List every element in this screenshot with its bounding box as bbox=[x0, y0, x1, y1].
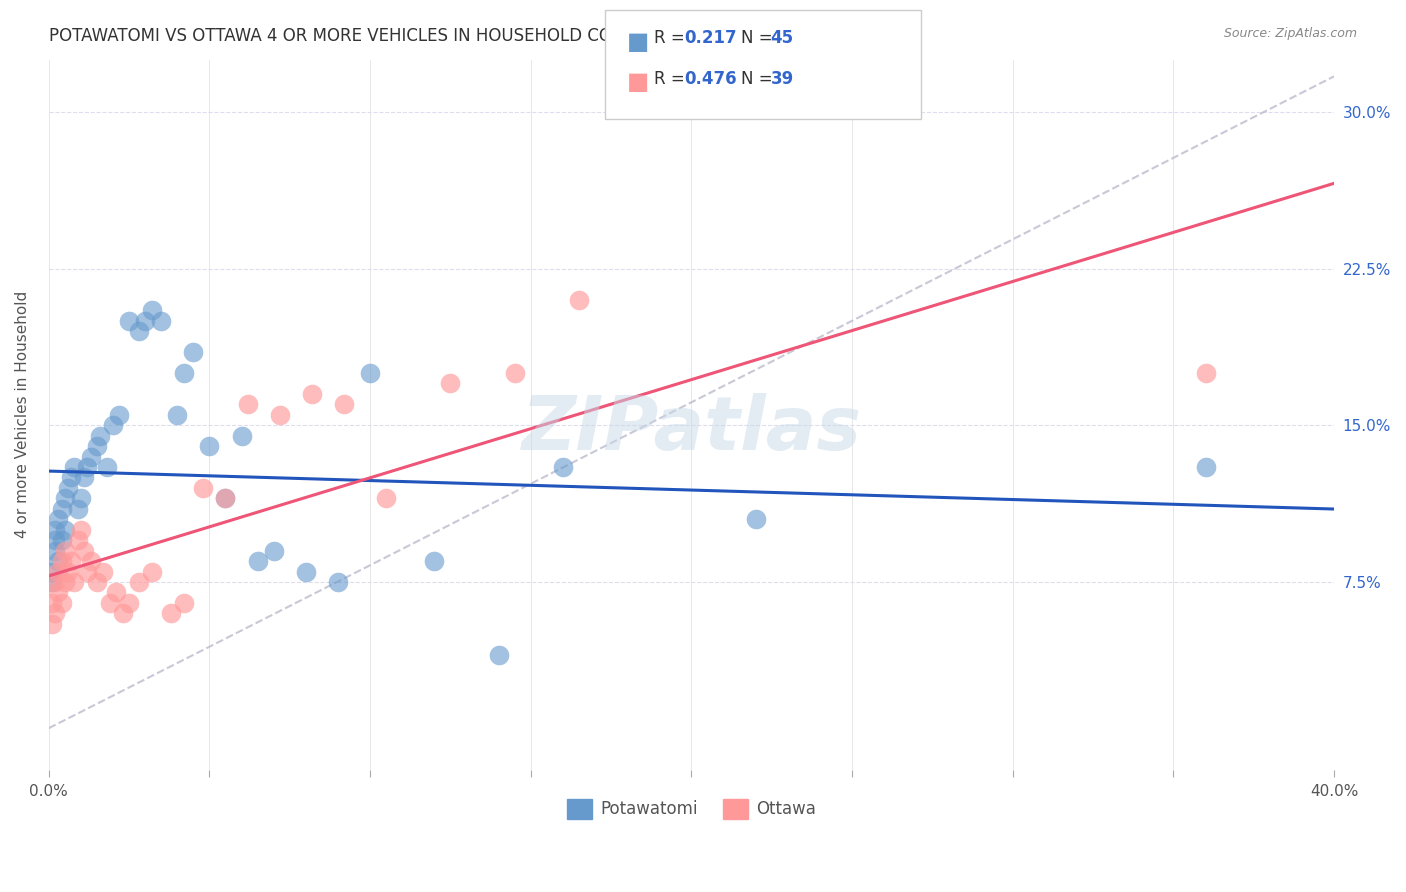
Point bbox=[41, 565, 63, 579]
Point bbox=[73, 543, 96, 558]
Point bbox=[56, 481, 79, 495]
Point bbox=[108, 408, 131, 422]
Point bbox=[128, 324, 150, 338]
Point bbox=[44, 543, 66, 558]
Point bbox=[183, 345, 205, 359]
Point bbox=[105, 585, 128, 599]
Point bbox=[214, 491, 236, 506]
Point bbox=[44, 533, 66, 548]
Text: ■: ■ bbox=[627, 70, 650, 95]
Point bbox=[48, 565, 70, 579]
Point bbox=[295, 565, 318, 579]
Text: 45: 45 bbox=[770, 29, 793, 47]
Text: 39: 39 bbox=[770, 70, 794, 87]
Text: R =: R = bbox=[654, 29, 690, 47]
Point bbox=[53, 543, 76, 558]
Point bbox=[63, 460, 86, 475]
Text: 0.476: 0.476 bbox=[685, 70, 737, 87]
Text: Source: ZipAtlas.com: Source: ZipAtlas.com bbox=[1223, 27, 1357, 40]
Point bbox=[53, 523, 76, 537]
Y-axis label: 4 or more Vehicles in Household: 4 or more Vehicles in Household bbox=[15, 291, 30, 539]
Point bbox=[301, 387, 323, 401]
Point bbox=[51, 554, 73, 568]
Point bbox=[198, 439, 221, 453]
Point bbox=[76, 460, 98, 475]
Point bbox=[51, 501, 73, 516]
Point bbox=[423, 554, 446, 568]
Text: ZIPatlas: ZIPatlas bbox=[522, 392, 862, 466]
Text: POTAWATOMI VS OTTAWA 4 OR MORE VEHICLES IN HOUSEHOLD CORRELATION CHART: POTAWATOMI VS OTTAWA 4 OR MORE VEHICLES … bbox=[49, 27, 768, 45]
Point bbox=[93, 565, 115, 579]
Point bbox=[44, 607, 66, 621]
Point bbox=[333, 397, 356, 411]
Point bbox=[53, 574, 76, 589]
Point bbox=[63, 574, 86, 589]
Point bbox=[214, 491, 236, 506]
Text: N =: N = bbox=[741, 70, 778, 87]
Point bbox=[269, 408, 291, 422]
Point bbox=[51, 596, 73, 610]
Point bbox=[89, 428, 111, 442]
Point bbox=[98, 596, 121, 610]
Point bbox=[551, 460, 574, 475]
Point bbox=[173, 366, 195, 380]
Point bbox=[263, 543, 285, 558]
Point bbox=[1194, 366, 1216, 380]
Point bbox=[86, 439, 108, 453]
Point bbox=[191, 481, 214, 495]
Point bbox=[134, 314, 156, 328]
Point bbox=[745, 512, 768, 526]
Point bbox=[503, 366, 526, 380]
Point bbox=[101, 418, 124, 433]
Point bbox=[48, 512, 70, 526]
Point bbox=[488, 648, 510, 662]
Text: R =: R = bbox=[654, 70, 690, 87]
Legend: Potawatomi, Ottawa: Potawatomi, Ottawa bbox=[560, 792, 823, 826]
Point bbox=[41, 616, 63, 631]
Point bbox=[79, 450, 101, 464]
Point bbox=[44, 574, 66, 589]
Point bbox=[44, 523, 66, 537]
Point bbox=[231, 428, 253, 442]
Point bbox=[150, 314, 173, 328]
Point bbox=[48, 554, 70, 568]
Point bbox=[141, 565, 163, 579]
Point bbox=[236, 397, 259, 411]
Point bbox=[41, 596, 63, 610]
Point bbox=[73, 470, 96, 484]
Point bbox=[160, 607, 183, 621]
Point bbox=[96, 460, 118, 475]
Point bbox=[375, 491, 398, 506]
Point bbox=[326, 574, 349, 589]
Point bbox=[76, 565, 98, 579]
Point bbox=[111, 607, 134, 621]
Point bbox=[86, 574, 108, 589]
Text: ■: ■ bbox=[627, 30, 650, 54]
Point bbox=[166, 408, 188, 422]
Point bbox=[60, 554, 83, 568]
Point bbox=[41, 574, 63, 589]
Point bbox=[359, 366, 381, 380]
Point bbox=[118, 596, 141, 610]
Point bbox=[246, 554, 269, 568]
Point bbox=[70, 491, 93, 506]
Point bbox=[60, 470, 83, 484]
Point bbox=[173, 596, 195, 610]
Point bbox=[79, 554, 101, 568]
Text: 0.217: 0.217 bbox=[685, 29, 737, 47]
Point bbox=[128, 574, 150, 589]
Point bbox=[439, 376, 461, 391]
Point bbox=[53, 491, 76, 506]
Point bbox=[1194, 460, 1216, 475]
Point bbox=[568, 293, 591, 307]
Point bbox=[48, 585, 70, 599]
Point bbox=[70, 523, 93, 537]
Point bbox=[118, 314, 141, 328]
Text: N =: N = bbox=[741, 29, 778, 47]
Point bbox=[141, 303, 163, 318]
Point bbox=[66, 501, 89, 516]
Point bbox=[56, 565, 79, 579]
Point bbox=[51, 533, 73, 548]
Point bbox=[66, 533, 89, 548]
